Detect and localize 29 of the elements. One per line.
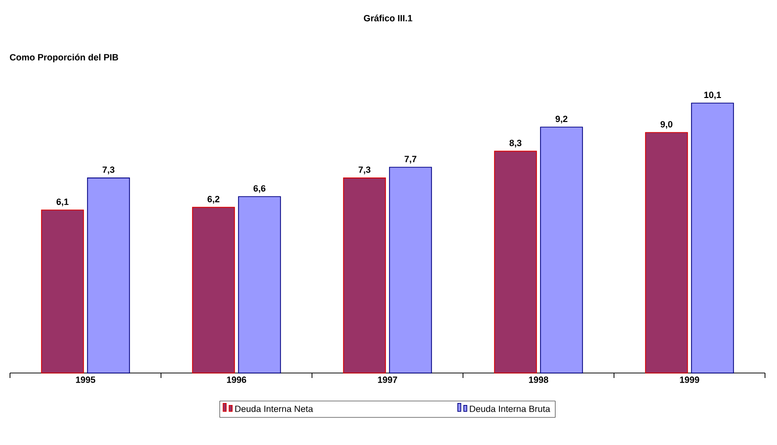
bar [343,178,386,374]
data-label: 10,1 [704,92,722,100]
x-tick-label: 1999 [680,376,700,383]
x-tick-label: 1997 [378,376,398,383]
chart-title: Gráfico III.1 [364,14,412,22]
x-tick-label: 1995 [76,376,96,383]
data-label: 6,6 [254,185,266,193]
bar [87,178,130,374]
bar [192,206,235,374]
data-label: 8,3 [510,140,522,148]
legend-label: Deuda Interna Neta [235,405,314,412]
legend-label: Deuda Interna Bruta [470,405,550,412]
x-tick-label: 1998 [529,376,548,383]
data-label: 7,3 [102,166,114,174]
bar [494,150,537,374]
bar [41,210,84,374]
data-label: 7,7 [404,156,416,164]
bar [645,132,688,374]
bar [238,196,281,374]
data-label: 7,3 [358,166,370,174]
bar [691,102,734,374]
data-label: 9,0 [660,121,672,129]
bar [389,166,432,374]
chart-subtitle: Como Proporción del PIB [10,54,118,62]
data-label: 6,1 [56,198,69,206]
data-label: 9,2 [556,116,568,124]
x-tick-label: 1996 [227,376,246,383]
data-label: 6,2 [208,196,220,204]
bar [540,126,583,374]
